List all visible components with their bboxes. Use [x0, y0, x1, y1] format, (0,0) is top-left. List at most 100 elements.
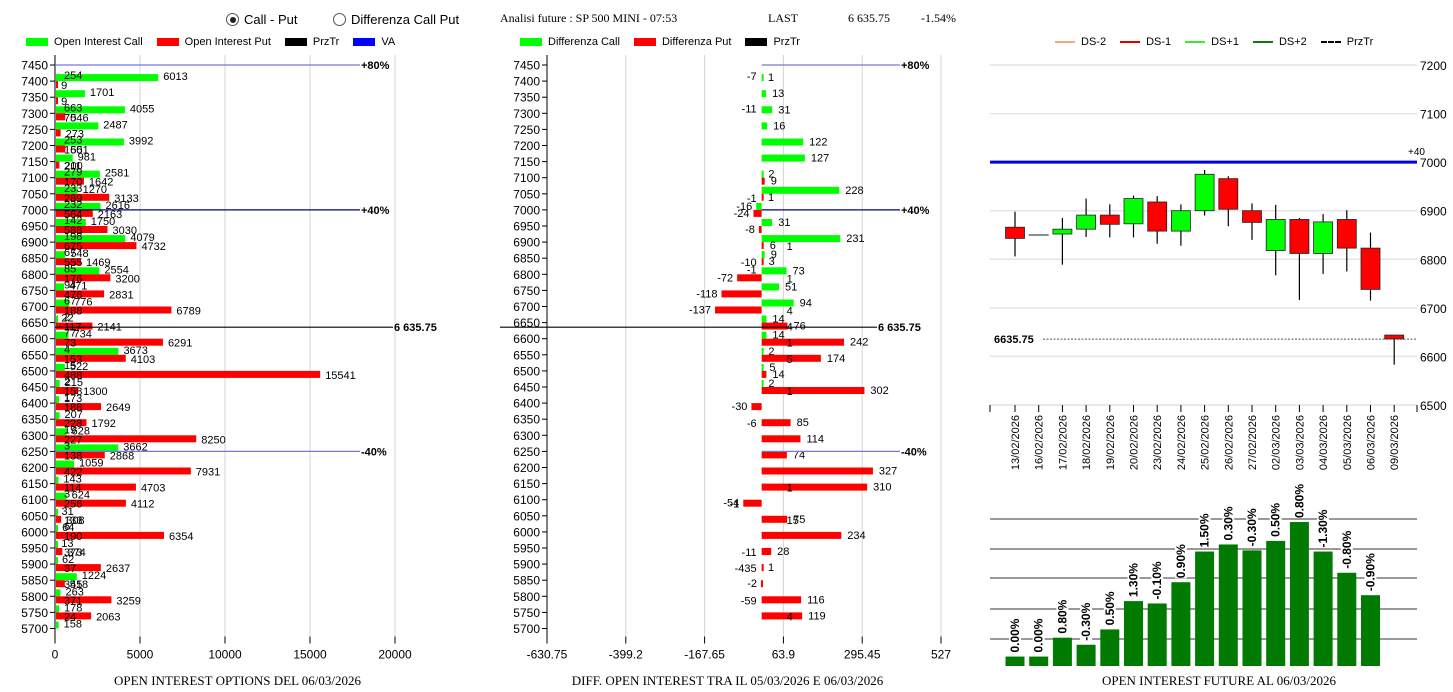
- legend-label: PrzTr: [1346, 36, 1374, 48]
- put-bar: [56, 403, 102, 411]
- legend-item: PrzTr: [284, 36, 339, 48]
- oi-bar-label: 1.30%: [1127, 563, 1141, 597]
- candle-body: [1336, 219, 1357, 249]
- put-diff-bar-label: 302: [870, 385, 888, 397]
- y-tick-label: 7000: [1420, 156, 1447, 170]
- put-diff-bar-label: -137: [689, 305, 711, 317]
- y-tick-label: 6950: [21, 220, 48, 234]
- put-inner-label: 190: [64, 531, 82, 543]
- put-diff-bar: [761, 354, 821, 362]
- call-neg-label: -7: [747, 71, 757, 83]
- put-diff-bar: [753, 209, 762, 217]
- call-value-label: 173: [64, 393, 82, 405]
- put-diff-bar: [761, 612, 803, 620]
- put-diff-bar-label: 74: [793, 449, 805, 461]
- call-bar: [56, 154, 73, 162]
- label-bg: [1056, 593, 1069, 634]
- put-neg-label: -6: [747, 418, 757, 430]
- call-diff-bar-label: 31: [778, 104, 790, 116]
- call-bar: [56, 621, 59, 629]
- y-tick-label: 7050: [21, 187, 48, 201]
- y-tick-label: 5700: [21, 622, 48, 636]
- call-value-label: 734: [73, 329, 91, 341]
- call-bar: [56, 138, 124, 146]
- call-value-label: 3992: [129, 136, 153, 148]
- call-bar: [56, 412, 60, 420]
- call-inner-label: 85: [64, 263, 76, 275]
- put-bar: [56, 226, 108, 233]
- y-tick-label: 7000: [21, 203, 48, 217]
- put-value-label: 308: [66, 515, 84, 527]
- candle-body: [1123, 198, 1144, 225]
- put-diff-bar: [761, 515, 788, 523]
- put-value-label: 4103: [131, 354, 155, 366]
- call-diff-bar-label: 127: [811, 153, 829, 165]
- y-tick-label: 6500: [1420, 399, 1447, 413]
- y-tick-label: 7050: [513, 187, 540, 201]
- put-inner-label: 1: [787, 241, 793, 253]
- y-tick-label: 6150: [21, 477, 48, 491]
- legend-label: Open Interest Call: [54, 36, 143, 48]
- right-chart-title: OPEN INTEREST FUTURE AL 06/03/2026: [1101, 673, 1336, 688]
- y-tick-label: 6550: [21, 348, 48, 362]
- oi-bar: [1052, 637, 1072, 666]
- call-bar: [56, 541, 58, 548]
- put-value-label: 7931: [196, 467, 220, 479]
- call-inner-label: 67: [64, 247, 76, 259]
- candle-body: [1360, 247, 1381, 290]
- call-diff-bar-label: 2: [768, 346, 774, 358]
- call-bar: [56, 492, 67, 500]
- put-neg-label: -1: [747, 193, 757, 205]
- legend-item: DS+2: [1252, 36, 1307, 48]
- y-tick-label: 7300: [513, 107, 540, 121]
- put-bar: [56, 322, 93, 330]
- call-bar: [56, 74, 159, 82]
- y-tick-label: 5800: [513, 590, 540, 604]
- call-diff-bar: [761, 138, 804, 146]
- call-bar: [56, 460, 75, 468]
- put-diff-bar-label: 119: [808, 610, 826, 622]
- put-inner-label: 24: [64, 611, 76, 623]
- put-diff-bar-label: 1: [768, 562, 774, 574]
- oi-future-chart: 0.00% 0.00% 0.80% -0.30% 0.50% 1.30% -0.10% 0.9…: [990, 478, 1417, 666]
- y-tick-label: 6950: [513, 220, 540, 234]
- y-tick-label: 6350: [21, 413, 48, 427]
- put-bar: [56, 81, 58, 89]
- put-bar: [56, 242, 137, 250]
- put-diff-bar: [761, 419, 791, 427]
- put-diff-bar-label: 234: [847, 530, 865, 542]
- call-bar: [56, 508, 58, 516]
- put-value-label: 3259: [116, 595, 140, 607]
- y-tick-label: 5850: [21, 574, 48, 588]
- label-bg: [1103, 585, 1116, 626]
- put-value-label: 200: [64, 161, 82, 173]
- call-bar: [56, 589, 61, 597]
- put-diff-bar: [761, 483, 868, 491]
- put-inner-label: 1: [787, 338, 793, 350]
- put-value-label: 9: [61, 80, 67, 92]
- call-inner-label: 2: [64, 376, 70, 388]
- put-value-label: 2649: [106, 402, 130, 414]
- y-tick-label: 6800: [513, 268, 540, 282]
- x-tick-label: 24/02/2026: [1176, 415, 1188, 470]
- radio-call-put[interactable]: Call - Put: [226, 12, 297, 27]
- label-bg: [1198, 507, 1211, 548]
- y-tick-label: 7450: [513, 59, 540, 73]
- put-bar: [56, 370, 321, 378]
- label-bg: [1222, 500, 1235, 541]
- legend-label: DS+1: [1211, 36, 1239, 48]
- oi-bar-label: -0.30%: [1245, 508, 1259, 546]
- y-tick-label: 6850: [21, 252, 48, 266]
- put-value-label: 273: [66, 128, 84, 140]
- y-tick-label: 7300: [21, 107, 48, 121]
- put-bar: [56, 387, 79, 394]
- put-bar: [56, 435, 197, 443]
- call-inner-label: 6: [64, 521, 70, 533]
- call-inner-label: 2: [64, 312, 70, 324]
- put-inner-label: 1: [787, 386, 793, 398]
- call-bar: [56, 476, 59, 484]
- put-diff-bar: [761, 370, 767, 378]
- radio-differenza[interactable]: Differenza Call Put: [333, 12, 459, 27]
- call-bar: [56, 267, 100, 275]
- y-tick-label: 5900: [21, 558, 48, 572]
